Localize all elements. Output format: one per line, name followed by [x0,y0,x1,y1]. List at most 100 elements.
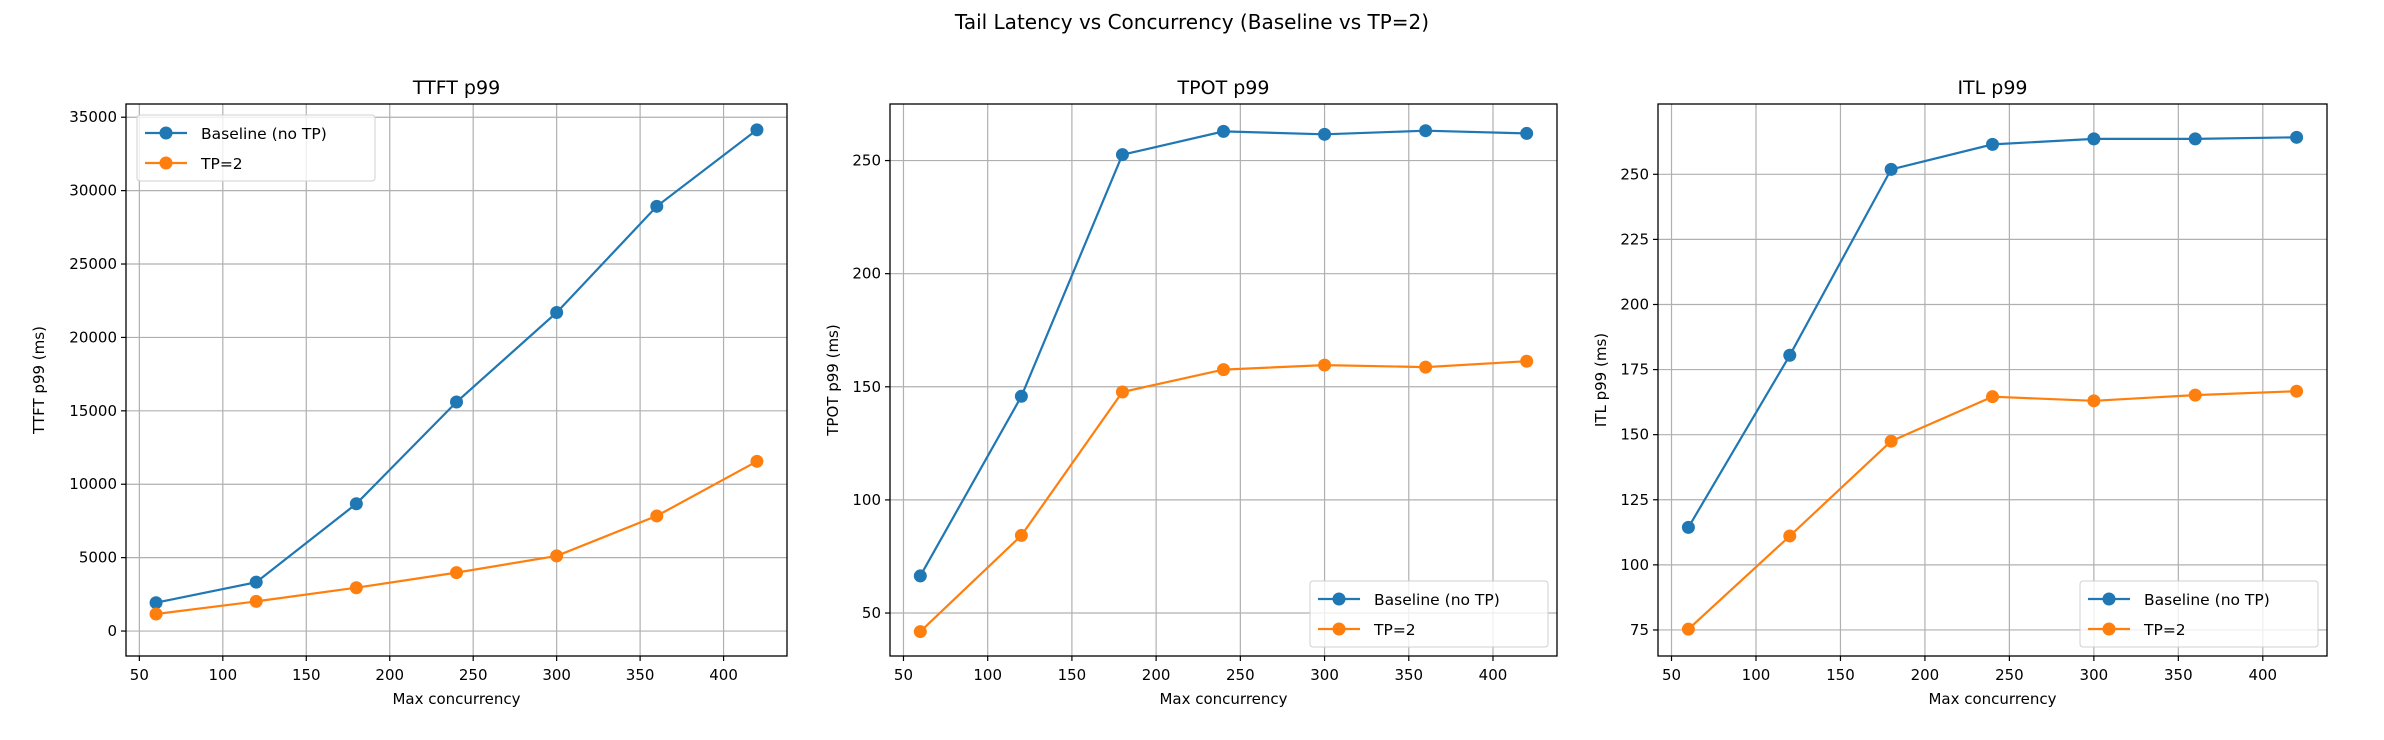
data-point [913,625,927,639]
data-point [750,454,764,468]
legend-marker-icon [2102,592,2116,606]
y-axis-label: TPOT p99 (ms) [824,324,842,436]
x-tick-label: 350 [1394,666,1423,684]
data-point [1520,126,1534,140]
subplot-title: ITL p99 [1957,77,2027,99]
y-tick-label: 75 [1630,621,1649,639]
x-tick-label: 200 [1142,666,1171,684]
x-tick-label: 400 [1479,666,1508,684]
data-point [2188,388,2202,402]
y-tick-label: 5000 [79,549,117,567]
data-point [249,594,263,608]
y-tick-label: 125 [1620,491,1649,509]
axes-frame [1657,103,2328,657]
legend-label: Baseline (no TP) [2144,591,2270,609]
legend-marker-icon [1332,592,1346,606]
series-line-baseline [919,129,1527,577]
data-point [149,596,163,610]
legend-box [136,114,376,182]
data-point [550,305,564,319]
x-tick-label: 150 [292,666,321,684]
y-tick-label: 225 [1620,230,1649,248]
axes-frame [125,103,788,657]
y-axis-label: ITL p99 (ms) [1592,333,1610,427]
x-tick-label: 350 [2164,666,2193,684]
data-point [1014,389,1028,403]
x-tick-label: 250 [459,666,488,684]
data-point [450,395,463,409]
y-tick-label: 35000 [69,108,117,126]
data-point [1419,360,1433,374]
data-point [2188,132,2202,146]
subplot-title: TTFT p99 [412,77,500,99]
data-point [450,566,463,580]
subplot-3: 50 100 150 200 250 300 350 400 75 100 125 150 175 200… [1592,77,2328,708]
figure-title: Tail Latency vs Concurrency (Baseline vs… [954,10,1430,34]
y-tick-label: 175 [1620,361,1649,379]
x-axis-label: Max concurrency [1159,690,1287,708]
y-tick-label: 200 [852,265,881,283]
data-point [1520,354,1534,368]
legend-label: Baseline (no TP) [201,125,327,143]
legend-item: TP=2 [145,155,243,173]
legend-item: TP=2 [2088,621,2186,639]
legend-label: Baseline (no TP) [1374,591,1500,609]
x-tick-label: 50 [130,666,149,684]
y-tick-label: 150 [1620,426,1649,444]
x-axis-label: Max concurrency [1928,690,2056,708]
data-point [1115,385,1129,399]
subplot-title: TPOT p99 [1177,77,1270,99]
legend: Baseline (no TP) TP=2 [136,114,376,182]
x-tick-label: 300 [542,666,571,684]
data-point [1217,124,1230,138]
x-tick-label: 200 [1911,666,1940,684]
x-axis-label: Max concurrency [392,690,520,708]
y-tick-label: 15000 [69,402,117,420]
x-tick-label: 300 [2080,666,2109,684]
x-tick-label: 400 [709,666,738,684]
legend-label: TP=2 [200,155,243,173]
axes-frame [889,103,1558,657]
data-point [249,575,263,589]
legend-item: Baseline (no TP) [1318,591,1500,609]
x-tick-label: 300 [1310,666,1339,684]
data-point [1318,127,1332,141]
y-tick-label: 250 [852,152,881,170]
data-point [1014,528,1028,542]
data-point [349,581,363,595]
legend-label: TP=2 [2143,621,2186,639]
y-tick-label: 25000 [69,255,117,273]
y-tick-label: 30000 [69,182,117,200]
x-tick-label: 250 [1995,666,2024,684]
x-tick-label: 100 [208,666,237,684]
legend-item: TP=2 [1318,621,1416,639]
subplot-2: 50 100 150 200 250 300 350 400 50 100 150 200 250 TPO… [824,77,1558,708]
y-tick-label: 20000 [69,328,117,346]
x-tick-label: 400 [2248,666,2277,684]
y-tick-label: 100 [852,491,881,509]
legend-label: TP=2 [1373,621,1416,639]
data-point [1681,622,1695,636]
data-point [550,549,564,563]
data-point [1783,348,1797,362]
data-point [1783,529,1797,543]
data-point [650,509,664,523]
data-point [2087,394,2101,408]
x-tick-label: 100 [1742,666,1771,684]
data-point [1318,358,1332,372]
data-point [349,497,363,511]
data-point [2290,130,2304,144]
legend: Baseline (no TP) TP=2 [1309,580,1549,648]
data-point [650,199,664,213]
x-tick-label: 100 [973,666,1002,684]
legend-item: Baseline (no TP) [145,125,327,143]
y-tick-label: 150 [852,378,881,396]
legend-item: Baseline (no TP) [2088,591,2270,609]
data-point [1986,137,1999,151]
x-tick-label: 250 [1226,666,1255,684]
legend-marker-icon [2102,622,2116,636]
data-point [1217,363,1230,377]
y-tick-label: 10000 [69,475,117,493]
series-line-baseline [155,128,758,604]
